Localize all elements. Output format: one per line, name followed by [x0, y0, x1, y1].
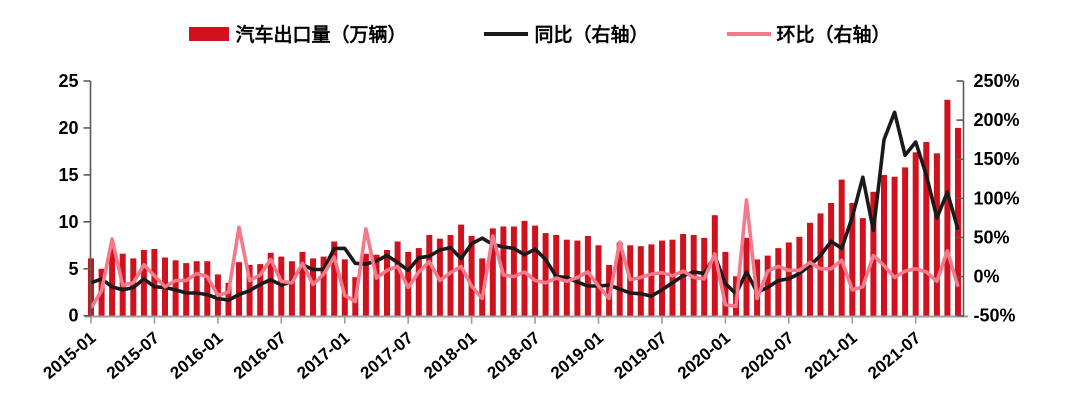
export-bar [362, 253, 369, 316]
x-tick-label: 2017-01 [293, 328, 353, 383]
export-bar [584, 235, 591, 316]
export-bar [299, 251, 306, 316]
mom-line-swatch [726, 31, 771, 36]
export-bar [933, 153, 940, 316]
export-bar [912, 152, 919, 316]
export-bar [109, 246, 116, 316]
export-bar [532, 225, 539, 316]
y-tick-label-left: 15 [58, 165, 78, 185]
export-bar [521, 220, 528, 316]
x-tick-label: 2015-01 [40, 328, 100, 383]
x-tick-label: 2020-01 [674, 328, 734, 383]
export-bar [288, 261, 295, 316]
export-bar [204, 261, 211, 316]
x-tick-label: 2016-07 [230, 328, 290, 383]
export-bar [902, 167, 909, 316]
export-bar [172, 260, 179, 316]
export-bar [807, 222, 813, 316]
export-bar [479, 258, 486, 316]
y-tick-label-right: 150% [974, 149, 1020, 169]
export-bar [944, 99, 951, 316]
export-bar [140, 250, 147, 316]
x-tick-label: 2021-07 [864, 328, 924, 383]
x-tick-label: 2017-07 [357, 328, 417, 383]
yoy-line-swatch [484, 31, 529, 36]
x-tick-label: 2019-07 [611, 328, 671, 383]
y-tick-label-right: 0% [974, 267, 1000, 287]
export-bar [542, 233, 549, 316]
y-tick-label-right: -50% [974, 306, 1016, 326]
export-bar [881, 174, 887, 316]
export-bar [236, 262, 242, 316]
y-tick-label-right: 200% [974, 110, 1020, 130]
export-bar [616, 242, 623, 316]
yoy-line [90, 110, 960, 302]
export-bar [341, 259, 348, 316]
export-bar [267, 252, 274, 316]
y-tick-label-left: 0 [68, 306, 78, 326]
export-bar [426, 235, 433, 316]
y-tick-label-left: 10 [58, 212, 78, 232]
x-tick-label: 2021-01 [801, 328, 861, 383]
export-bar [711, 215, 718, 316]
export-bar [320, 256, 327, 316]
y-tick-label-left: 5 [68, 259, 78, 279]
chart-legend: 汽车出口量（万辆） 同比（右轴） 环比（右轴） [0, 20, 1080, 47]
mom-line [89, 198, 960, 309]
y-tick-label-left: 20 [58, 118, 78, 138]
y-tick-label-right: 50% [974, 227, 1010, 247]
legend-item-yoy: 同比（右轴） [484, 20, 649, 47]
y-tick-label-left: 25 [58, 71, 78, 91]
export-bar [817, 213, 824, 316]
export-bar [151, 249, 158, 316]
export-bar [193, 261, 200, 316]
export-bar [415, 248, 422, 316]
legend-label-exports: 汽车出口量（万辆） [235, 25, 407, 46]
x-tick-label: 2018-07 [484, 328, 544, 383]
export-bar [849, 203, 856, 316]
export-bar [394, 241, 401, 316]
export-bar [743, 237, 750, 316]
export-bar [637, 246, 644, 316]
exports-bar-swatch [189, 26, 230, 41]
export-bar [669, 239, 676, 316]
export-bar [659, 240, 665, 316]
legend-item-exports: 汽车出口量（万辆） [189, 20, 406, 47]
x-tick-label: 2015-07 [103, 328, 163, 383]
export-bar [468, 235, 475, 316]
export-bar [331, 241, 338, 316]
export-bar [859, 218, 866, 316]
y-tick-label-right: 250% [974, 71, 1020, 91]
export-bar [183, 263, 190, 316]
export-bar [310, 258, 316, 316]
export-bar [384, 250, 390, 316]
export-bar [510, 226, 517, 316]
export-bar [891, 176, 898, 316]
legend-label-yoy: 同比（右轴） [534, 25, 649, 46]
legend-item-mom: 环比（右轴） [726, 20, 891, 47]
export-bar [257, 264, 264, 316]
export-bar [595, 245, 602, 316]
export-bar [828, 203, 835, 316]
export-bar [648, 244, 655, 316]
export-bar [955, 127, 961, 316]
x-tick-label: 2016-01 [166, 328, 226, 383]
legend-label-mom: 环比（右轴） [776, 25, 891, 46]
export-bar [923, 142, 930, 316]
y-tick-label-right: 100% [974, 188, 1020, 208]
export-bar [373, 254, 380, 316]
export-bar [447, 235, 454, 316]
export-bar [796, 236, 803, 316]
x-tick-label: 2018-01 [420, 328, 480, 383]
x-tick-label: 2019-01 [547, 328, 607, 383]
x-tick-label: 2020-07 [737, 328, 797, 383]
export-bar [489, 228, 496, 316]
